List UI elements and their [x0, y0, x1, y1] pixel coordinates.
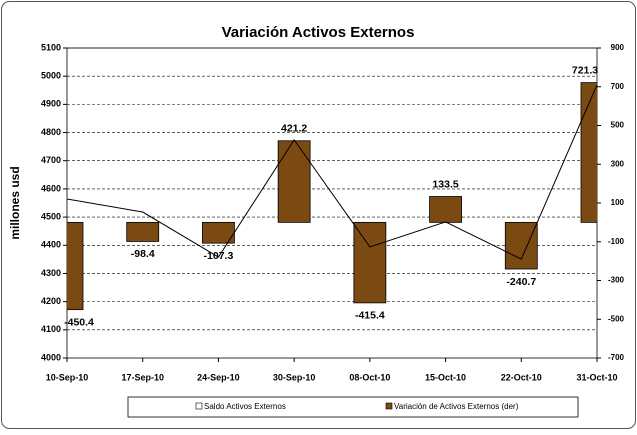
plot-clip	[67, 82, 597, 311]
legend-swatch	[195, 402, 203, 410]
y-tick-label: 4500	[41, 211, 61, 221]
y-tick-label: 4000	[41, 352, 61, 362]
bar	[429, 196, 462, 223]
y2-tick-label: -500	[608, 314, 625, 323]
data-label: 721.3	[572, 64, 598, 76]
x-tick-label: 31-Oct-10	[576, 372, 617, 382]
data-label: 133.5	[432, 178, 458, 190]
y-tick-label: 4800	[41, 127, 61, 137]
data-label: -240.7	[506, 276, 536, 288]
y-tick-label: 4600	[41, 183, 61, 193]
data-label: 421.2	[281, 123, 307, 135]
x-tick-label: 08-Oct-10	[349, 372, 390, 382]
bar	[580, 82, 597, 223]
data-label: -98.4	[131, 248, 155, 260]
legend-box	[127, 396, 579, 418]
x-tick-label: 15-Oct-10	[425, 372, 466, 382]
y2-tick-label: -700	[608, 353, 625, 362]
y2-tick-label: -100	[608, 237, 625, 246]
y-tick-label: 4700	[41, 155, 61, 165]
y2-tick-label: 900	[611, 43, 625, 52]
legend-label: Saldo Activos Externos	[204, 402, 286, 411]
x-tick-label: 30-Sep-10	[273, 372, 316, 382]
data-label: -450.4	[64, 316, 94, 328]
x-tick-label: 22-Oct-10	[501, 372, 542, 382]
x-tick-label: 10-Sep-10	[46, 372, 89, 382]
y-axis-label: millones usd	[8, 166, 22, 239]
data-label: -107.3	[204, 250, 234, 262]
y-tick-label: 4300	[41, 268, 61, 278]
data-label: -415.4	[355, 310, 385, 322]
y2-tick-label: -300	[608, 276, 625, 285]
y-tick-label: 4900	[41, 99, 61, 109]
chart-title: Variación Activos Externos	[222, 24, 415, 41]
bar	[126, 221, 160, 242]
y2-tick-label: 300	[611, 159, 625, 168]
y-tick-label: 5100	[41, 42, 61, 52]
y-tick-label: 5000	[41, 71, 61, 81]
y2-tick-label: 500	[611, 121, 625, 130]
bar	[67, 221, 84, 311]
legend-label: Variación de Activos Externos (der)	[394, 402, 519, 411]
bar	[277, 140, 311, 223]
y-tick-label: 4100	[41, 324, 61, 334]
y2-tick-label: 700	[611, 82, 625, 91]
legend-swatch	[385, 402, 393, 410]
y-tick-label: 4400	[41, 240, 61, 250]
line	[67, 84, 597, 260]
bar	[353, 221, 387, 304]
y2-tick-label: 100	[611, 198, 625, 207]
y-tick-label: 4200	[41, 296, 61, 306]
x-tick-label: 24-Sep-10	[197, 372, 240, 382]
bar	[504, 221, 538, 270]
x-tick-label: 17-Sep-10	[121, 372, 164, 382]
